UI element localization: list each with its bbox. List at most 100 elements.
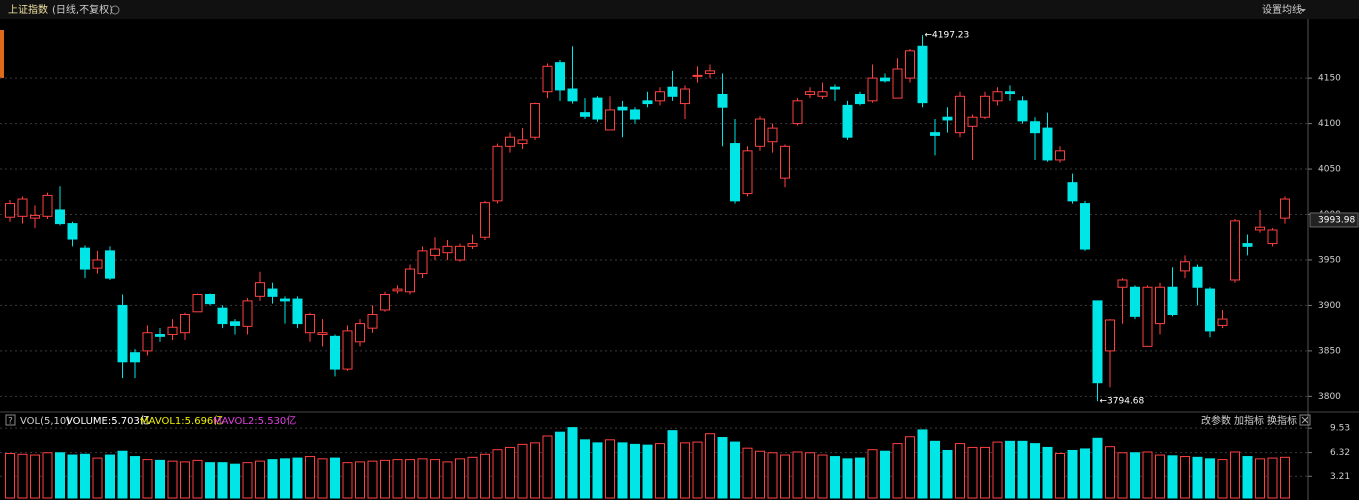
volume-bar xyxy=(1230,451,1240,499)
volume-bar xyxy=(842,458,853,499)
candle-body xyxy=(580,112,590,117)
candle-body xyxy=(1280,198,1290,219)
volume-bar xyxy=(455,458,465,499)
candle-body xyxy=(630,109,640,120)
candle-body xyxy=(705,70,715,75)
volume-bar xyxy=(780,454,790,499)
candle-body xyxy=(255,282,265,297)
candle-body xyxy=(1180,261,1190,272)
candle-body xyxy=(1092,300,1103,384)
candle-body xyxy=(430,248,440,256)
candle-body xyxy=(1017,100,1028,122)
volume-bar xyxy=(992,441,1003,499)
candle-body xyxy=(1030,121,1040,134)
chart-subtitle: (日线,不复权) xyxy=(52,3,113,16)
volume-bar xyxy=(967,446,978,499)
volume-bar xyxy=(142,459,153,499)
candle-body xyxy=(617,106,628,111)
candle-body xyxy=(792,100,803,125)
volume-bar xyxy=(817,454,828,499)
volume-bar xyxy=(742,447,753,499)
candle-body xyxy=(767,127,778,143)
volume-bar xyxy=(267,459,278,499)
volume-bar xyxy=(767,452,778,499)
toolbar-button[interactable]: 加指标 xyxy=(1234,414,1264,427)
volume-bar xyxy=(555,431,565,499)
candle-body xyxy=(867,77,878,102)
candle-body xyxy=(980,95,990,118)
volume-bar xyxy=(1242,456,1253,499)
candle-body xyxy=(42,194,53,217)
candle-body xyxy=(742,150,753,195)
candle-body xyxy=(942,116,953,121)
candle-body xyxy=(392,288,403,292)
y-tick-label: 9.53 xyxy=(1330,424,1350,434)
volume-bar xyxy=(905,436,915,499)
volume-bar xyxy=(42,452,53,499)
y-tick-label: 6.32 xyxy=(1330,448,1350,458)
candle-body xyxy=(405,268,415,293)
candle-body xyxy=(442,245,453,254)
candle-body xyxy=(230,321,240,326)
candle-body xyxy=(567,88,578,102)
candle-body xyxy=(505,136,515,147)
candle-body xyxy=(1267,229,1278,245)
volume-bar xyxy=(105,454,115,499)
candle-body xyxy=(180,314,190,334)
volume-bar xyxy=(417,458,428,499)
volume-bar xyxy=(630,443,640,499)
candle-body xyxy=(905,50,915,79)
volume-bar xyxy=(730,441,740,499)
toolbar-button[interactable]: 改参数 xyxy=(1201,414,1231,427)
candle-body xyxy=(1205,288,1215,332)
candle-body xyxy=(555,62,565,91)
candle-body xyxy=(1167,286,1178,316)
volume-bar xyxy=(1255,458,1265,499)
dropdown-arrow[interactable] xyxy=(1300,9,1306,12)
candle-body xyxy=(1042,127,1053,161)
candle-body xyxy=(830,86,840,90)
candle-body xyxy=(192,294,203,313)
volume-bar xyxy=(705,433,715,499)
volume-bar xyxy=(117,450,128,499)
volume-bar xyxy=(255,460,265,499)
volume-bar xyxy=(1005,440,1015,499)
volume-bar xyxy=(80,453,90,499)
help-icon[interactable] xyxy=(5,414,16,426)
volume-bar xyxy=(942,449,953,499)
candle-body xyxy=(1105,319,1115,352)
volume-bar xyxy=(155,459,165,499)
close-icon[interactable] xyxy=(1301,416,1309,424)
candle-body xyxy=(292,298,303,325)
candle-body xyxy=(642,100,653,105)
toolbar-button[interactable]: 换指标 xyxy=(1267,414,1297,427)
candle-body xyxy=(1005,91,1015,95)
candle-body xyxy=(655,91,665,102)
y-tick-label: 3800 xyxy=(1318,392,1341,402)
candle-body xyxy=(1067,182,1078,202)
volume-bar xyxy=(917,429,928,499)
candle-body xyxy=(680,88,690,105)
volume-bar xyxy=(1130,452,1140,499)
candle-body xyxy=(917,45,928,104)
volume-bar xyxy=(355,461,365,499)
volume-bar xyxy=(580,439,590,499)
close-button[interactable] xyxy=(1299,414,1311,426)
volume-bar xyxy=(30,454,40,499)
candle-body xyxy=(1242,243,1253,247)
candle-body xyxy=(142,332,153,352)
candle-body xyxy=(17,198,28,217)
volume-bar xyxy=(1180,456,1190,499)
volume-bar xyxy=(17,453,28,499)
candle-body xyxy=(592,97,603,120)
volume-bar xyxy=(1055,453,1065,499)
candle-body xyxy=(267,288,278,297)
candle-body xyxy=(280,298,290,302)
volume-bar xyxy=(330,457,340,499)
candle-body xyxy=(1192,266,1203,288)
settings-icon[interactable] xyxy=(110,5,120,15)
candle-body xyxy=(1217,318,1228,326)
ma-settings[interactable]: 设置均线 xyxy=(1262,3,1302,16)
volume-bar xyxy=(867,449,878,499)
